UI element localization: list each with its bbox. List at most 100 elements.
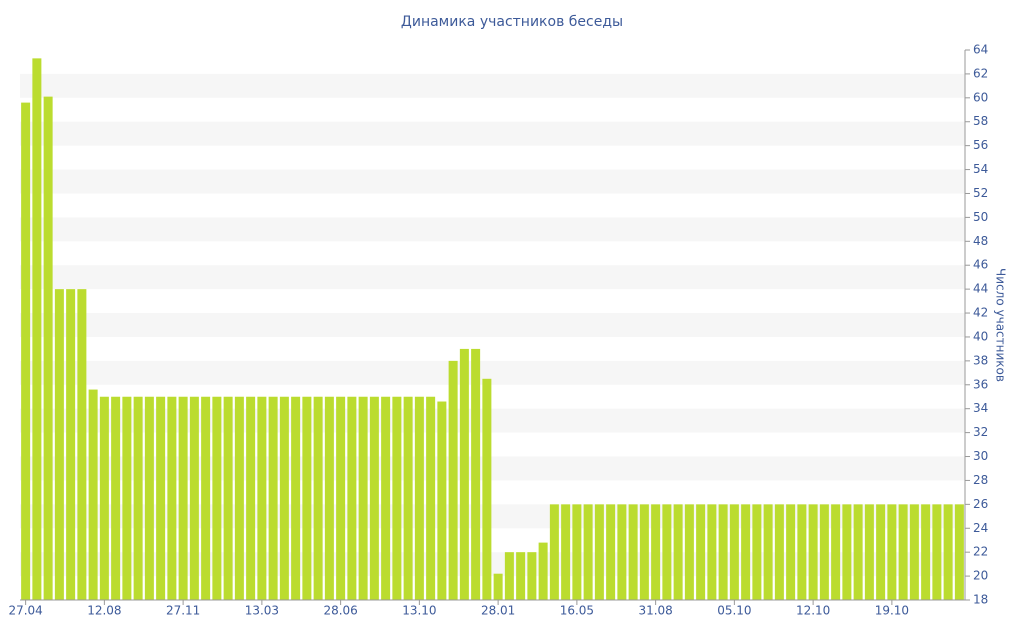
bar — [808, 504, 818, 600]
bar — [189, 396, 199, 600]
bar — [549, 504, 559, 600]
bar — [459, 348, 469, 600]
bar — [763, 504, 773, 600]
bar — [774, 504, 784, 600]
bar — [718, 504, 728, 600]
bar — [167, 396, 177, 600]
y-tick-label: 64 — [973, 43, 988, 57]
bar — [426, 396, 436, 600]
y-tick-label: 26 — [973, 497, 988, 511]
bar — [144, 396, 154, 600]
x-tick-label: 12.08 — [87, 604, 121, 618]
x-tick-label: 28.01 — [481, 604, 515, 618]
y-tick-label: 60 — [973, 90, 988, 104]
grid-band — [20, 504, 965, 529]
x-tick-label: 19.10 — [875, 604, 909, 618]
bar — [336, 396, 346, 600]
bar — [54, 289, 64, 600]
bar — [819, 504, 829, 600]
bar — [257, 396, 267, 600]
bar — [111, 396, 121, 600]
bar — [369, 396, 379, 600]
bar — [673, 504, 683, 600]
x-tick-label: 13.10 — [402, 604, 436, 618]
bar — [752, 504, 762, 600]
y-tick-label: 18 — [973, 593, 988, 607]
grid-band — [20, 456, 965, 481]
bar — [538, 542, 548, 600]
bar — [853, 504, 863, 600]
bar — [921, 504, 931, 600]
bar — [831, 504, 841, 600]
grid-band — [20, 121, 965, 146]
bar — [707, 504, 717, 600]
bar — [662, 504, 672, 600]
bar — [178, 396, 188, 600]
bar — [516, 552, 526, 600]
bar — [212, 396, 222, 600]
bar — [606, 504, 616, 600]
bar — [77, 289, 87, 600]
bar — [133, 396, 143, 600]
bar — [729, 504, 739, 600]
bar — [268, 396, 278, 600]
bar — [864, 504, 874, 600]
y-tick-label: 54 — [973, 162, 988, 176]
x-tick-label: 27.11 — [166, 604, 200, 618]
x-tick-label: 05.10 — [717, 604, 751, 618]
bar — [504, 552, 514, 600]
bar — [741, 504, 751, 600]
bar — [234, 396, 244, 600]
bar — [448, 360, 458, 600]
y-tick-label: 56 — [973, 138, 988, 152]
bar — [527, 552, 537, 600]
x-tick-label: 27.04 — [8, 604, 42, 618]
y-axis-title: Число участников — [994, 268, 1008, 382]
x-tick-label: 13.03 — [245, 604, 279, 618]
bar — [66, 289, 76, 600]
y-tick-label: 50 — [973, 210, 988, 224]
bar — [403, 396, 413, 600]
grid-band — [20, 552, 965, 577]
bar — [943, 504, 953, 600]
x-tick-label: 12.10 — [796, 604, 830, 618]
bar — [932, 504, 942, 600]
y-tick-label: 30 — [973, 449, 988, 463]
y-tick-label: 34 — [973, 401, 988, 415]
bar — [201, 396, 211, 600]
y-tick-label: 42 — [973, 306, 988, 320]
bar — [88, 389, 98, 600]
bar — [561, 504, 571, 600]
bar — [302, 396, 312, 600]
y-tick-label: 20 — [973, 569, 988, 583]
bar — [291, 396, 301, 600]
grid-band — [20, 73, 965, 98]
grid-band — [20, 217, 965, 242]
bar — [572, 504, 582, 600]
bar — [786, 504, 796, 600]
y-tick-label: 58 — [973, 114, 988, 128]
y-tick-label: 22 — [973, 545, 988, 559]
bar — [954, 504, 964, 600]
y-tick-label: 52 — [973, 186, 988, 200]
y-tick-label: 48 — [973, 234, 988, 248]
bar — [651, 504, 661, 600]
bar — [493, 573, 503, 600]
bar — [684, 504, 694, 600]
bar — [358, 396, 368, 600]
bar — [876, 504, 886, 600]
grid-band — [20, 360, 965, 385]
bar — [223, 396, 233, 600]
bar — [246, 396, 256, 600]
y-tick-label: 46 — [973, 258, 988, 272]
bar — [392, 396, 402, 600]
y-tick-label: 36 — [973, 377, 988, 391]
y-tick-label: 32 — [973, 425, 988, 439]
chart-title: Динамика участников беседы — [401, 14, 623, 30]
bar — [279, 396, 289, 600]
bar — [909, 504, 919, 600]
x-tick-label: 16.05 — [560, 604, 594, 618]
bar — [639, 504, 649, 600]
bar — [797, 504, 807, 600]
